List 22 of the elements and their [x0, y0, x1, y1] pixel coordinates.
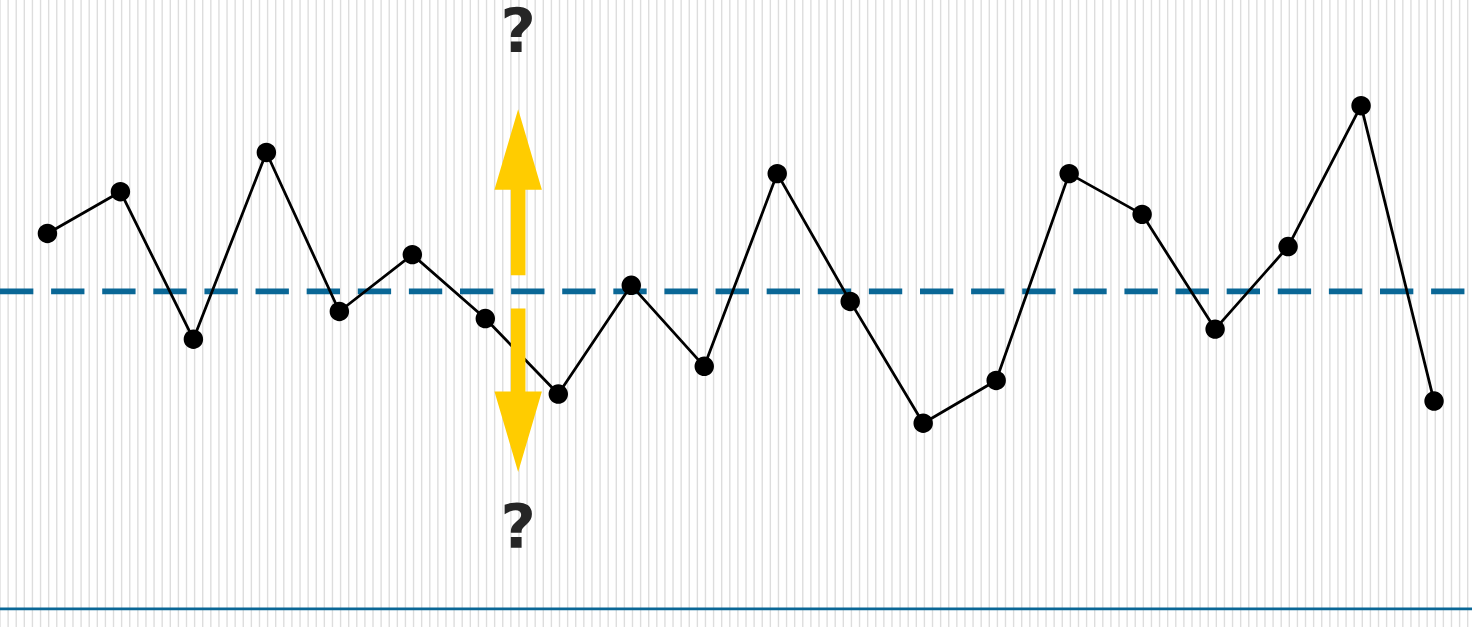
point [548, 384, 569, 404]
point [37, 223, 58, 244]
point [840, 291, 860, 312]
point [621, 275, 641, 296]
point [402, 244, 423, 265]
point [110, 182, 131, 202]
point [1278, 236, 1298, 257]
point [183, 329, 204, 349]
point [1205, 319, 1225, 339]
point [913, 413, 933, 433]
point [1351, 95, 1371, 116]
point [1132, 204, 1152, 225]
annotation: ? [504, 502, 532, 548]
text: ? [504, 6, 532, 53]
point [256, 142, 277, 163]
point [1424, 391, 1444, 411]
point [767, 163, 787, 184]
point [329, 301, 350, 322]
point [694, 356, 714, 377]
point [986, 370, 1006, 391]
point [475, 308, 496, 329]
point [1059, 163, 1079, 184]
